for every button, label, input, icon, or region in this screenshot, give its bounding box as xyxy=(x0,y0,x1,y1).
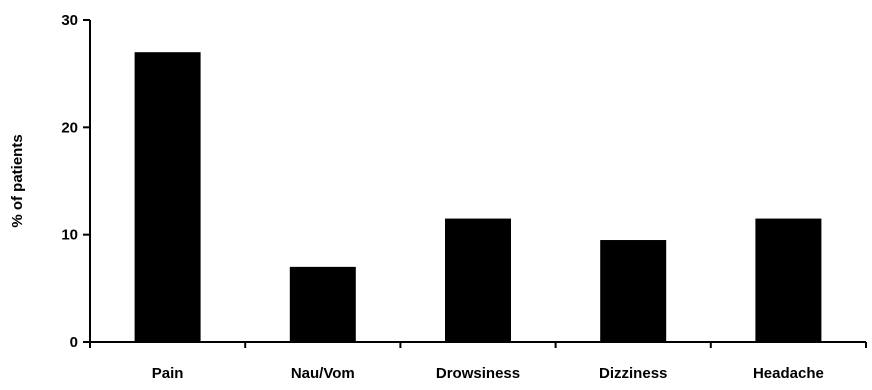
y-tick-label: 30 xyxy=(61,12,78,29)
x-category-label: Dizziness xyxy=(599,365,667,382)
y-ticks: 0 10 20 30 xyxy=(61,12,90,351)
y-axis-title: % of patients xyxy=(9,134,26,227)
bars xyxy=(134,52,822,342)
bar-headache xyxy=(755,218,822,342)
y-tick-label: 20 xyxy=(61,119,78,136)
x-category-label: Headache xyxy=(753,365,824,382)
bar-pain xyxy=(134,52,201,342)
bar-drowsiness xyxy=(445,218,511,342)
y-tick-label: 0 xyxy=(70,334,78,351)
x-category-label: Nau/Vom xyxy=(291,365,355,382)
x-labels: Pain Nau/Vom Drowsiness Dizziness Headache xyxy=(152,365,824,382)
bar-dizziness xyxy=(600,240,667,342)
x-category-label: Pain xyxy=(152,365,184,382)
x-category-label: Drowsiness xyxy=(436,365,520,382)
bar-nau-vom xyxy=(289,266,356,342)
y-tick-label: 10 xyxy=(61,227,78,244)
x-ticks xyxy=(89,342,867,348)
